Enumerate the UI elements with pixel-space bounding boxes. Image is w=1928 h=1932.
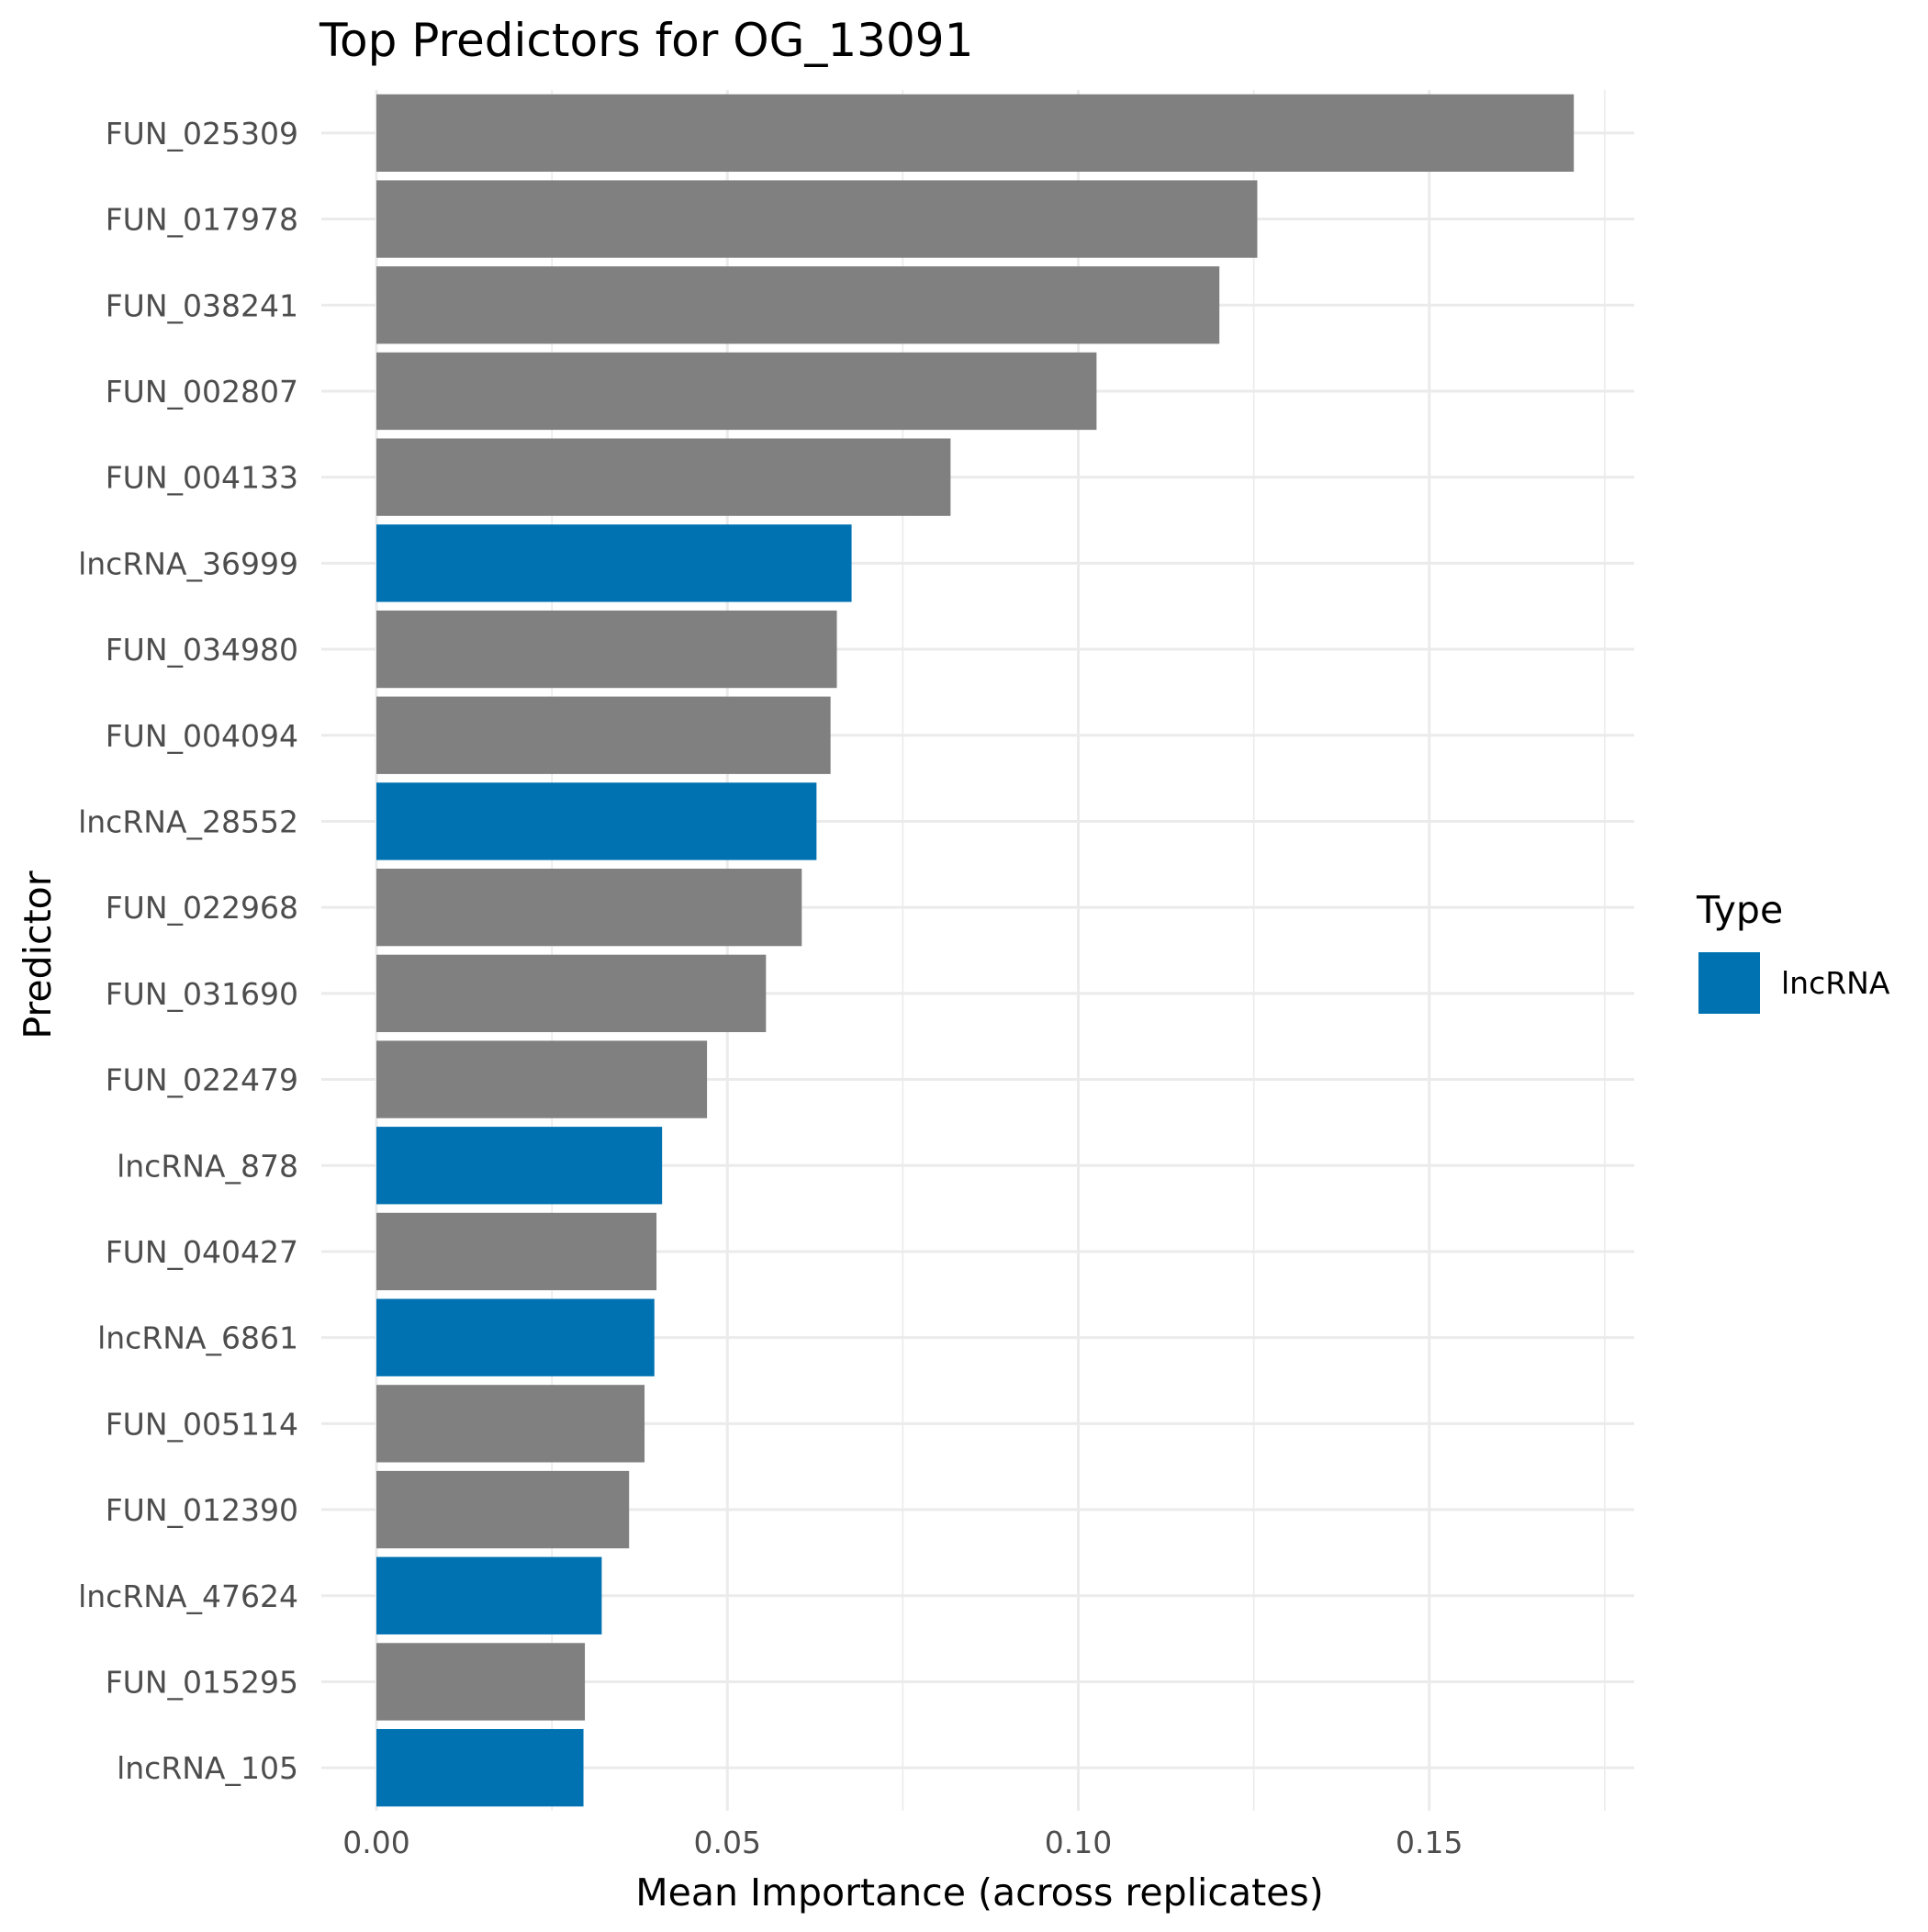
- bar-fun-040427: [376, 1212, 657, 1291]
- bar-fun-022968: [376, 868, 802, 947]
- y-tick-label: FUN_002807: [106, 374, 298, 410]
- bar-fun-017978: [376, 180, 1258, 258]
- y-tick-label: FUN_012390: [106, 1492, 298, 1528]
- x-tick-label: 0.15: [1396, 1825, 1463, 1860]
- y-tick-label: lncRNA_28552: [78, 803, 298, 839]
- legend: Type lncRNA: [1696, 888, 1890, 1014]
- y-tick-label: lncRNA_36999: [78, 545, 298, 581]
- bar-lncrna-36999: [376, 524, 852, 602]
- chart-title: Top Predictors for OG_13091: [319, 14, 973, 67]
- y-tick-label: FUN_040427: [106, 1234, 298, 1270]
- x-tick-label: 0.05: [694, 1825, 761, 1860]
- bar-fun-022479: [376, 1040, 708, 1118]
- y-axis-title: Predictor: [16, 871, 60, 1039]
- bar-fun-025309: [376, 94, 1575, 173]
- y-tick-label: FUN_005114: [106, 1406, 298, 1442]
- y-tick-label: FUN_022479: [106, 1062, 298, 1098]
- y-tick-label: FUN_015295: [106, 1664, 298, 1700]
- x-axis-title: Mean Importance (across replicates): [635, 1870, 1324, 1915]
- x-tick-label: 0.00: [342, 1825, 409, 1860]
- legend-key-lncrna: [1698, 952, 1760, 1014]
- bar-layer: [376, 94, 1575, 1807]
- bar-fun-038241: [376, 266, 1220, 344]
- y-tick-label: FUN_038241: [106, 287, 298, 323]
- x-tick-labels: 0.00 0.05 0.10 0.15: [342, 1825, 1463, 1860]
- y-tick-label: FUN_031690: [106, 976, 298, 1012]
- y-tick-label: FUN_004094: [106, 718, 298, 754]
- bar-fun-005114: [376, 1385, 645, 1463]
- y-tick-label: lncRNA_6861: [97, 1320, 298, 1356]
- legend-label-lncrna: lncRNA: [1781, 965, 1890, 1001]
- bar-fun-034980: [376, 610, 837, 689]
- y-tick-label: FUN_004133: [106, 460, 298, 496]
- bar-lncrna-6861: [376, 1298, 655, 1376]
- y-tick-label: lncRNA_878: [117, 1148, 298, 1184]
- y-tick-label: lncRNA_105: [117, 1750, 298, 1786]
- y-tick-label: FUN_022968: [106, 890, 298, 926]
- bar-lncrna-878: [376, 1127, 663, 1205]
- y-tick-label: FUN_034980: [106, 632, 298, 668]
- bar-lncrna-105: [376, 1728, 584, 1807]
- bar-fun-004094: [376, 696, 831, 774]
- bar-fun-015295: [376, 1643, 586, 1721]
- x-tick-label: 0.10: [1045, 1825, 1112, 1860]
- y-tick-label: lncRNA_47624: [78, 1578, 298, 1614]
- bar-fun-031690: [376, 954, 767, 1033]
- bar-fun-004133: [376, 438, 951, 516]
- y-tick-label: FUN_017978: [106, 202, 298, 238]
- grid-layer: [321, 90, 1634, 1811]
- legend-title: Type: [1696, 888, 1783, 932]
- y-tick-label: FUN_025309: [106, 116, 298, 152]
- bar-fun-002807: [376, 352, 1097, 431]
- bar-lncrna-47624: [376, 1556, 602, 1634]
- y-tick-labels: FUN_025309 FUN_017978 FUN_038241 FUN_002807…: [78, 116, 298, 1786]
- bar-lncrna-28552: [376, 782, 817, 860]
- bar-fun-012390: [376, 1470, 630, 1549]
